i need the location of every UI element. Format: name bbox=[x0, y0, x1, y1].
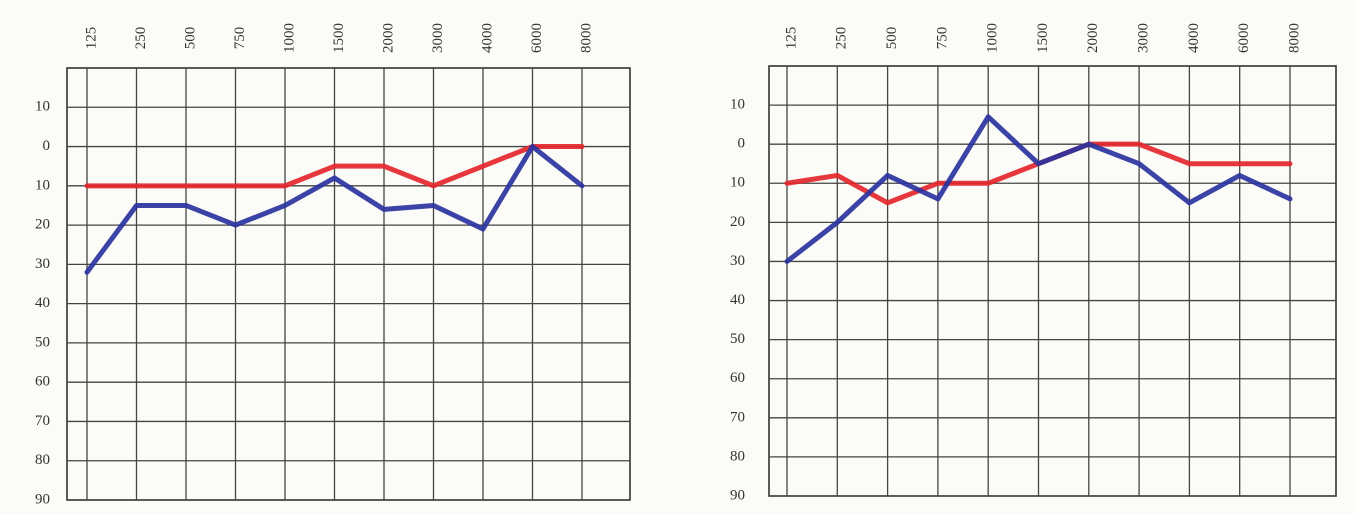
y-tick-label: 40 bbox=[730, 292, 745, 308]
y-tick-label: 80 bbox=[730, 448, 745, 464]
x-tick-label: 1000 bbox=[985, 23, 1001, 53]
y-tick-label: 70 bbox=[730, 409, 745, 425]
y-tick-label: 0 bbox=[738, 136, 746, 152]
plot-frame bbox=[768, 65, 1337, 497]
y-tick-label: 10 bbox=[35, 177, 50, 193]
y-tick-label: 50 bbox=[35, 334, 50, 350]
x-tick-label: 4000 bbox=[1186, 23, 1202, 53]
x-tick-label: 4000 bbox=[479, 23, 495, 53]
x-tick-label: 500 bbox=[182, 27, 198, 50]
y-tick-label: 50 bbox=[730, 331, 745, 347]
x-tick-label: 6000 bbox=[1236, 23, 1252, 53]
y-tick-label: 90 bbox=[730, 487, 745, 503]
x-tick-label: 125 bbox=[83, 27, 99, 50]
x-tick-label: 6000 bbox=[529, 23, 545, 53]
y-tick-label: 30 bbox=[730, 253, 745, 269]
x-tick-label: 8000 bbox=[1286, 23, 1302, 53]
x-tick-label: 750 bbox=[232, 27, 248, 50]
x-tick-label: 2000 bbox=[1085, 23, 1101, 53]
y-tick-label: 20 bbox=[730, 214, 745, 230]
x-tick-label: 750 bbox=[934, 27, 950, 50]
x-tick-label: 3000 bbox=[430, 23, 446, 53]
hearing-line bbox=[84, 144, 585, 275]
x-tick-label: 250 bbox=[133, 27, 149, 50]
audiogram: 10 0 10 20 30 40 50 60 70 80 90 125 250 500 750 1000 150… bbox=[730, 23, 1337, 503]
x-tick-label: 8000 bbox=[578, 23, 594, 53]
x-tick-label: 1000 bbox=[281, 23, 297, 53]
plot-frame bbox=[66, 67, 631, 501]
x-tick-label: 125 bbox=[783, 27, 799, 50]
y-tick-label: 10 bbox=[730, 175, 745, 191]
hearing-line bbox=[784, 114, 1293, 264]
y-tick-label: 10 bbox=[730, 97, 745, 113]
y-tick-label: 60 bbox=[730, 370, 745, 386]
y-tick-label: 40 bbox=[35, 295, 50, 311]
y-tick-label: 30 bbox=[35, 256, 50, 272]
y-tick-label: 90 bbox=[35, 491, 50, 507]
x-tick-label: 2000 bbox=[380, 23, 396, 53]
x-tick-label: 3000 bbox=[1136, 23, 1152, 53]
x-tick-label: 1500 bbox=[1035, 23, 1051, 53]
x-tick-label: 500 bbox=[884, 27, 900, 50]
audiogram: 10 0 10 20 30 40 50 60 70 80 90 125 250 500 750 1000 150… bbox=[35, 23, 631, 507]
x-tick-label: 1500 bbox=[331, 23, 347, 53]
hearing-line bbox=[84, 144, 585, 189]
y-tick-label: 20 bbox=[35, 217, 50, 233]
y-tick-label: 10 bbox=[35, 99, 50, 115]
y-tick-label: 0 bbox=[43, 138, 51, 154]
y-tick-label: 70 bbox=[35, 413, 50, 429]
x-tick-label: 250 bbox=[834, 27, 850, 50]
y-tick-label: 80 bbox=[35, 452, 50, 468]
y-tick-label: 60 bbox=[35, 374, 50, 390]
